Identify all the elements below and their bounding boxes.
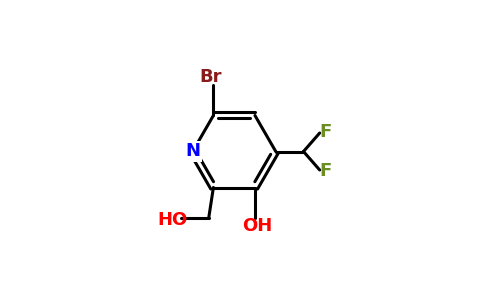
Text: OH: OH	[242, 217, 272, 235]
Text: HO: HO	[158, 211, 188, 229]
Text: F: F	[319, 123, 332, 141]
Text: F: F	[319, 162, 332, 180]
Text: Br: Br	[200, 68, 222, 86]
Text: N: N	[185, 142, 200, 160]
